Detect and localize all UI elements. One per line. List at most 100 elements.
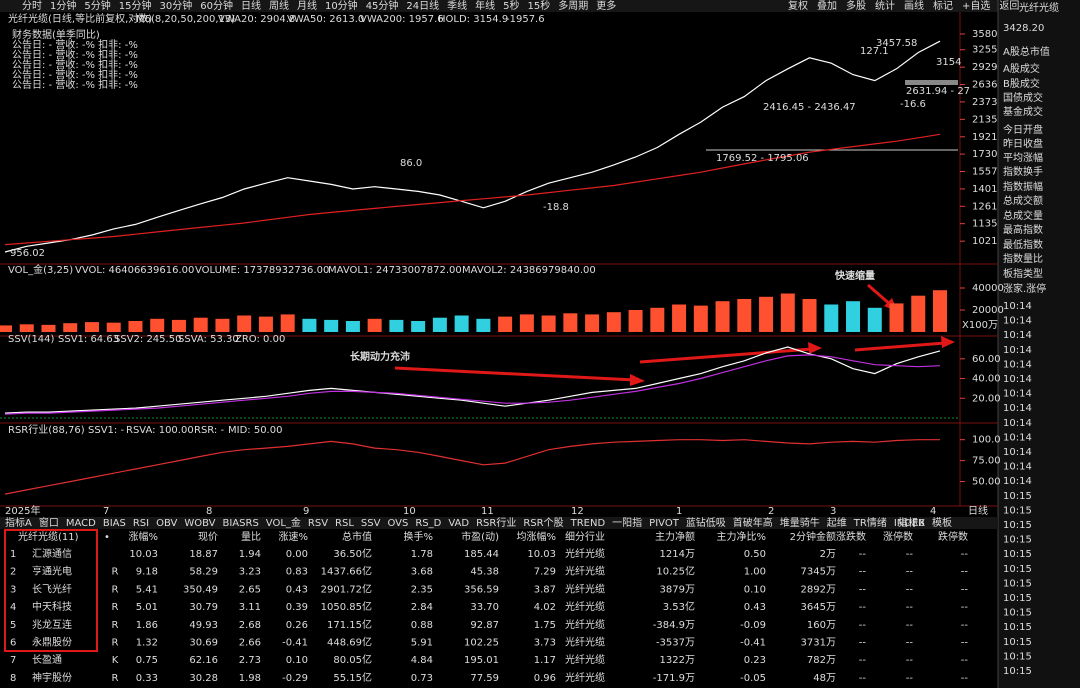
period-tab[interactable]: 多周期 [558, 0, 588, 12]
indicator-tab[interactable]: SSV [361, 518, 381, 529]
indicator-tab[interactable]: 指标B [898, 516, 925, 529]
side-time: 10:15 [1003, 535, 1032, 546]
toolbar-action[interactable]: 复权 [788, 0, 808, 12]
volume-bar [715, 301, 730, 332]
side-label: 最高指数 [1003, 223, 1043, 236]
table-cell: 448.69亿 [327, 636, 372, 649]
indicator-tab[interactable]: RSI [133, 518, 149, 529]
period-tab[interactable]: 5分钟 [84, 0, 110, 12]
table-cell: -- [961, 655, 969, 666]
volume-bar [237, 315, 252, 332]
period-tab[interactable]: 30分钟 [159, 0, 192, 12]
indicator-tab[interactable]: INDEX [894, 518, 925, 529]
toolbar-action[interactable]: 多股 [846, 0, 866, 12]
y-tick-label: 1261 [972, 201, 997, 212]
table-cell: 汇源通信 [32, 547, 72, 560]
volume-bar [106, 322, 121, 332]
indicator-tab[interactable]: PIVOT [649, 518, 680, 529]
indicator-tab[interactable]: 首破年高 [733, 516, 773, 529]
panel-header: MID: 50.00 [228, 425, 282, 436]
indicator-tab[interactable]: VAD [448, 518, 469, 529]
period-tab[interactable]: 60分钟 [200, 0, 233, 12]
period-tab[interactable]: 月线 [297, 0, 317, 12]
period-tab[interactable]: 更多 [596, 0, 616, 12]
toolbar-action[interactable]: +自选 [962, 0, 990, 12]
indicator-tab[interactable]: 堆量骑牛 [780, 516, 820, 529]
table-cell: 3.73 [534, 638, 556, 649]
toolbar-action[interactable]: 标记 [933, 0, 953, 12]
volume-bar [650, 307, 665, 332]
volume-bar [454, 315, 469, 332]
side-time: 10:14 [1003, 476, 1032, 487]
indicator-tab[interactable]: 模板 [932, 516, 952, 529]
table-cell: 0.75 [136, 655, 158, 666]
volume-bar [541, 315, 556, 332]
volume-bar [585, 314, 600, 332]
indicator-tab[interactable]: TREND [570, 518, 606, 529]
indicator-tab[interactable]: OVS [387, 518, 408, 529]
indicator-tab[interactable]: TR情绪 [853, 516, 887, 529]
side-time: 10:15 [1003, 564, 1032, 575]
table-cell: 0.26 [286, 620, 308, 631]
table-cell: 4.84 [411, 655, 433, 666]
side-time: 10:14 [1003, 301, 1032, 312]
y-tick-label: 1921 [972, 132, 997, 143]
indicator-tab[interactable]: BIASRS [223, 518, 259, 529]
indicator-tab[interactable]: VOL_金 [266, 516, 301, 529]
table-header: 主力净额 [655, 530, 695, 543]
indicator-tab[interactable]: 指标A [5, 516, 32, 529]
period-tab[interactable]: 日线 [241, 0, 261, 12]
toolbar-action[interactable]: 画线 [904, 0, 924, 12]
toolbar-action[interactable]: 统计 [875, 0, 895, 12]
indicator-tab[interactable]: RSR行业 [476, 516, 516, 529]
toolbar-action[interactable]: 叠加 [817, 0, 837, 12]
period-tab[interactable]: 年线 [475, 0, 495, 12]
period-tab[interactable]: 10分钟 [325, 0, 358, 12]
panel-header: RSVA: 100.00 [126, 425, 194, 436]
indicator-tab[interactable]: RSV [308, 518, 328, 529]
table-cell: -3537万 [656, 638, 695, 649]
table-cell: 55.15亿 [333, 671, 372, 684]
y-tick-label: 1557 [972, 166, 997, 177]
period-tab[interactable]: 15秒 [528, 0, 551, 12]
period-tab[interactable]: 24日线 [406, 0, 439, 12]
period-tab[interactable]: 分时 [22, 0, 42, 12]
side-time: 10:14 [1003, 359, 1032, 370]
table-cell: 3.23 [239, 567, 261, 578]
indicator-tab[interactable]: OBV [156, 518, 177, 529]
panel-header: VOLUME: 17378932736.00 [195, 265, 329, 276]
period-tab[interactable]: 季线 [447, 0, 467, 12]
period-tab[interactable]: 45分钟 [366, 0, 399, 12]
side-time: 10:14 [1003, 330, 1032, 341]
table-cell: 2892万 [801, 584, 836, 595]
table-cell: -- [859, 584, 867, 595]
indicator-tab[interactable]: RS_D [415, 518, 441, 529]
indicator-tab[interactable]: BIAS [103, 518, 126, 529]
period-tab[interactable]: 15分钟 [119, 0, 152, 12]
indicator-tab[interactable]: RSR个股 [523, 517, 563, 529]
table-cell: -- [961, 620, 969, 631]
table-header: 总市值 [342, 530, 372, 543]
table-cell: -- [961, 549, 969, 560]
side-time: 10:14 [1003, 374, 1032, 385]
indicator-tab[interactable]: 窗口 [39, 516, 59, 529]
indicator-tab[interactable]: RSL [335, 518, 354, 529]
indicator-tab[interactable]: WOBV [184, 518, 215, 529]
table-cell: 2901.72亿 [321, 582, 372, 595]
indicator-tab[interactable]: 蓝钻低吸 [686, 516, 726, 529]
indicator-tab[interactable]: 一阳指 [612, 516, 642, 529]
indicator-tab[interactable]: 起维 [827, 516, 847, 529]
table-cell: 0.23 [744, 655, 766, 666]
toolbar-action[interactable]: 返回 [999, 0, 1019, 12]
period-tab[interactable]: 1分钟 [50, 0, 76, 12]
indicator-tab[interactable]: MACD [66, 518, 96, 529]
table-cell: -171.9万 [653, 673, 695, 684]
panel-header: ZRO: 0.00 [235, 334, 285, 345]
period-tab[interactable]: 周线 [269, 0, 289, 12]
panel-header: RSR行业(88,76) [8, 423, 85, 436]
table-header: 2分钟金额 [790, 530, 836, 543]
volume-bar [128, 321, 143, 332]
table-header: 涨跌数 [836, 530, 866, 543]
period-tab[interactable]: 5秒 [503, 0, 519, 12]
panel-header: VVOL: 46406639616.00 [75, 265, 194, 276]
